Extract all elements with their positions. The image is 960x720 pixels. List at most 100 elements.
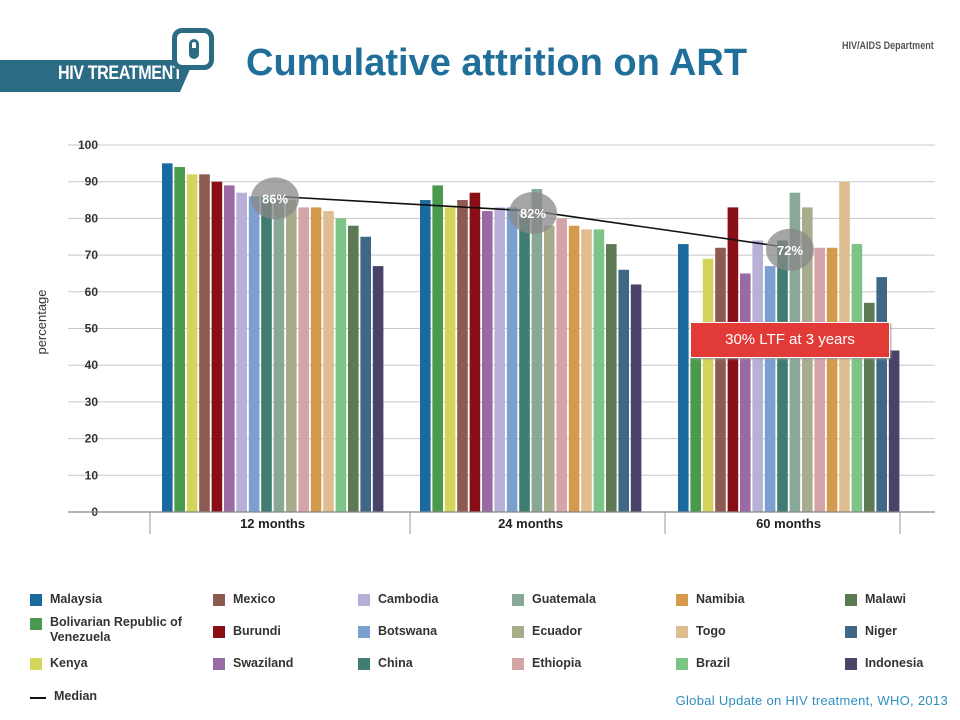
logo-banner	[0, 60, 194, 92]
bar-china-2	[777, 240, 788, 513]
legend-item-indonesia: Indonesia	[845, 656, 923, 671]
median-marker	[251, 177, 299, 220]
legend-label: Brazil	[696, 656, 731, 670]
legend-item-kenya: Kenya	[30, 656, 88, 671]
legend-swatch	[213, 658, 225, 670]
legend-label: Guatemala	[532, 592, 596, 606]
bar-kenya-2	[702, 258, 714, 512]
bar-ecuador-2	[802, 207, 813, 512]
legend-label: Togo	[696, 624, 726, 638]
ltf-callout: 30% LTF at 3 years	[690, 322, 890, 358]
legend-label: China	[378, 656, 413, 670]
bar-indonesia-1	[630, 284, 642, 512]
bar-botswana-1	[506, 207, 518, 512]
bar-guatemala-1	[531, 189, 543, 513]
legend-label: Swaziland	[233, 656, 294, 670]
bar-mexico-2	[715, 247, 726, 512]
median-marker	[766, 228, 814, 271]
legend-swatch	[358, 594, 370, 606]
bar-cambodia-0	[236, 192, 247, 512]
bar-malawi-2	[864, 302, 875, 512]
bar-china-0	[261, 196, 272, 512]
legend-item-malaysia: Malaysia	[30, 592, 102, 607]
legend-item-mexico: Mexico	[213, 592, 275, 607]
y-tick-label: 80	[85, 211, 99, 225]
median-label: 72%	[777, 243, 803, 258]
legend-item-median: Median	[30, 689, 97, 704]
bar-botswana-0	[248, 196, 260, 512]
legend-item-ecuador: Ecuador	[512, 624, 582, 639]
legend-label: Ecuador	[532, 624, 583, 638]
x-tick-label: 24 months	[498, 516, 563, 531]
bar-malaysia-0	[162, 163, 173, 512]
bar-brazil-2	[851, 244, 863, 512]
x-axis: 12 months 24 months 60 months	[68, 511, 935, 534]
bar-bolivarian-republic-of-venezuela-2	[690, 350, 701, 512]
legend-swatch	[358, 626, 370, 638]
bar-swaziland-0	[224, 185, 235, 512]
y-tick-label: 70	[85, 248, 99, 262]
bar-malaysia-2	[678, 244, 689, 512]
bar-niger-0	[360, 236, 371, 512]
legend-item-burundi: Burundi	[213, 624, 281, 639]
bar-guatemala-0	[273, 196, 285, 512]
legend-label: Malawi	[865, 592, 906, 606]
legend-item-togo: Togo	[676, 624, 726, 639]
legend-label: Ethiopia	[532, 656, 582, 670]
legend-item-niger: Niger	[845, 624, 897, 639]
legend-swatch	[213, 594, 225, 606]
legend-item-swaziland: Swaziland	[213, 656, 293, 671]
y-tick-label: 40	[85, 358, 99, 372]
legend-label: Namibia	[696, 592, 745, 606]
bar-kenya-0	[186, 174, 198, 513]
legend-item-cambodia: Cambodia	[358, 592, 438, 607]
y-tick-label: 90	[85, 175, 99, 189]
bar-ecuador-1	[544, 225, 555, 513]
legend-swatch	[676, 658, 688, 670]
legend-label: Burundi	[233, 624, 281, 638]
bar-namibia-0	[310, 207, 322, 512]
department-label: HIV/AIDS Department	[842, 40, 934, 52]
legend-label: Niger	[865, 624, 897, 638]
legend-item-malawi: Malawi	[845, 592, 906, 607]
legend-swatch	[676, 594, 688, 606]
legend-swatch	[512, 594, 524, 606]
bar-brazil-1	[593, 229, 605, 512]
legend-label: Malaysia	[50, 592, 103, 606]
median-label: 82%	[520, 206, 546, 221]
legend-label: Mexico	[233, 592, 276, 606]
bar-togo-1	[581, 229, 592, 512]
bar-malaysia-1	[420, 200, 431, 513]
y-tick-label: 60	[85, 285, 99, 299]
legend-label: Bolivarian Republic of Venezuela	[50, 615, 182, 644]
bar-china-1	[519, 214, 530, 513]
x-tick-label: 60 months	[756, 516, 821, 531]
legend-swatch	[512, 626, 524, 638]
bar-ethiopia-2	[814, 247, 825, 512]
bar-mexico-1	[457, 200, 468, 513]
legend-item-guatemala: Guatemala	[512, 592, 596, 607]
legend-swatch	[845, 626, 857, 638]
bar-namibia-1	[568, 225, 580, 513]
legend-label: Indonesia	[865, 656, 924, 670]
y-tick-label: 30	[85, 395, 99, 409]
legend-item-bolivarian-republic-of-venezuela: Bolivarian Republic of Venezuela	[30, 615, 190, 645]
legend-label: Median	[54, 689, 98, 703]
legend-item-botswana: Botswana	[358, 624, 437, 639]
bar-niger-2	[876, 277, 887, 512]
bar-swaziland-2	[740, 273, 751, 512]
legend-swatch	[30, 618, 42, 630]
legend-item-namibia: Namibia	[676, 592, 745, 607]
median-label: 86%	[262, 191, 288, 206]
bar-cambodia-1	[494, 207, 505, 512]
pill-bottle-icon	[172, 28, 214, 70]
x-tick-label: 12 months	[240, 516, 305, 531]
legend-swatch	[845, 658, 857, 670]
bar-ethiopia-1	[556, 218, 567, 512]
legend-item-brazil: Brazil	[676, 656, 730, 671]
median-marker	[509, 192, 557, 235]
bar-burundi-1	[469, 192, 481, 512]
legend-item-ethiopia: Ethiopia	[512, 656, 581, 671]
bar-bolivarian-republic-of-venezuela-0	[174, 167, 185, 512]
